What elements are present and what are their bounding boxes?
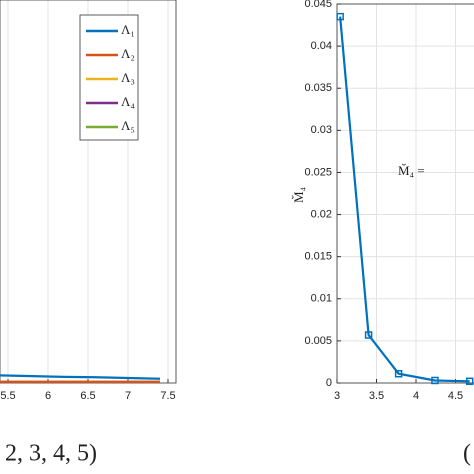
marker	[336, 12, 344, 21]
caption: 2, 3, 4, 5)	[5, 441, 97, 467]
legend-label: Λ₁	[121, 22, 135, 37]
x-tick-label: 4	[413, 390, 419, 402]
y-tick-label: 0.01	[311, 293, 332, 305]
x-tick-label: 7	[125, 390, 131, 402]
x-tick-label: 4.5	[448, 390, 463, 402]
y-tick-label: 0.02	[311, 208, 332, 220]
x-tick-label: 3.5	[369, 390, 384, 402]
y-axis-label: M̆₄	[290, 186, 306, 203]
x-tick-label: 3	[334, 390, 340, 402]
y-tick-label: 0.005	[304, 335, 332, 347]
series-line	[0, 374, 161, 380]
x-tick-label: 6.5	[80, 390, 95, 402]
x-tick-label: 6	[45, 390, 51, 402]
annotation: M̆₄ =	[398, 162, 425, 178]
plot-frame	[0, 0, 177, 384]
x-tick-label: 7.5	[160, 390, 175, 402]
marker	[465, 377, 474, 386]
y-tick-label: 0.045	[304, 0, 332, 10]
legend-label: Λ₃	[121, 70, 135, 85]
y-tick-label: 0.04	[311, 40, 332, 52]
legend-label: Λ₂	[121, 46, 135, 61]
marker	[431, 376, 439, 385]
plot-frame	[336, 3, 474, 384]
y-tick-label: 0.035	[304, 82, 332, 94]
y-tick-label: 0	[326, 377, 332, 389]
x-tick-label: 5.5	[0, 390, 15, 402]
legend-label: Λ₄	[121, 94, 135, 109]
marker	[364, 331, 373, 339]
marker	[394, 369, 403, 378]
legend-box	[79, 14, 139, 141]
y-tick-label: 0.025	[304, 166, 332, 178]
y-tick-label: 0.03	[311, 124, 332, 136]
series-line	[339, 16, 470, 383]
legend-label: Λ₅	[121, 118, 135, 133]
caption: (	[463, 441, 471, 467]
y-tick-label: 0.015	[304, 251, 332, 263]
